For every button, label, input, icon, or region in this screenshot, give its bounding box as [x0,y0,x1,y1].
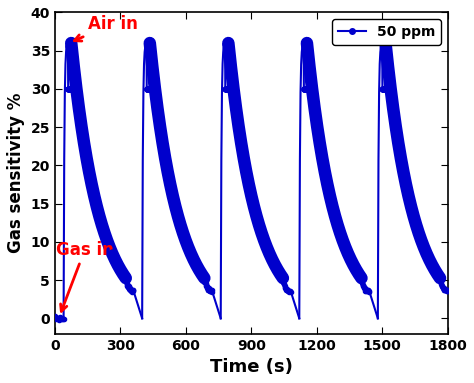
Text: Air in: Air in [74,15,137,41]
X-axis label: Time (s): Time (s) [210,358,293,376]
Y-axis label: Gas sensitivity %: Gas sensitivity % [7,93,25,253]
Legend: 50 ppm: 50 ppm [332,20,441,44]
Text: Gas in: Gas in [56,241,114,311]
